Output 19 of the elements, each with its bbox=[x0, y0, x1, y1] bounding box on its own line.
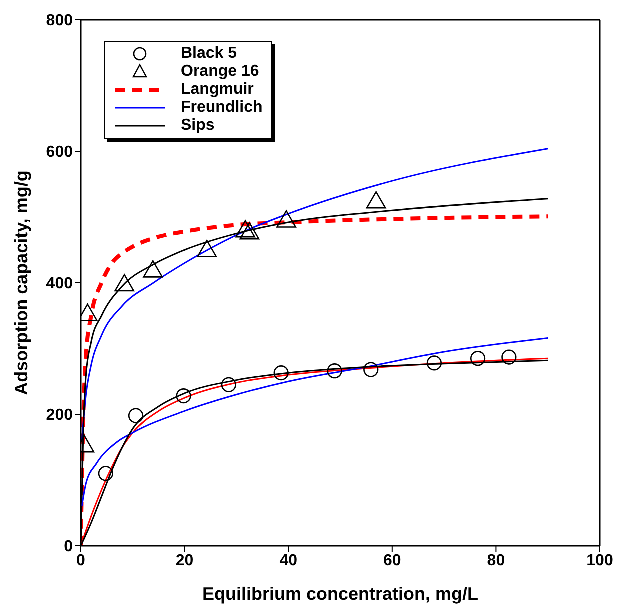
y-tick-label: 800 bbox=[46, 12, 74, 30]
legend-label: Langmuir bbox=[181, 81, 254, 99]
legend-label: Orange 16 bbox=[181, 63, 260, 81]
x-tick-label: 0 bbox=[76, 552, 86, 570]
y-axis-title: Adsorption capacity, mg/g bbox=[11, 170, 32, 396]
legend-label: Black 5 bbox=[181, 45, 238, 63]
x-tick-label: 80 bbox=[487, 552, 506, 570]
y-tick-label: 400 bbox=[46, 276, 74, 293]
y-tick-label: 0 bbox=[64, 538, 74, 556]
x-axis-title: Equilibrium concentration, mg/L bbox=[202, 584, 479, 604]
y-tick-label: 600 bbox=[46, 144, 74, 162]
line-series bbox=[81, 337, 549, 508]
legend-label: Sips bbox=[181, 117, 215, 135]
x-tick-label: 40 bbox=[280, 552, 298, 570]
legend-label: Freundlich bbox=[181, 99, 263, 117]
x-tick-label: 100 bbox=[586, 552, 614, 570]
y-tick-label: 200 bbox=[46, 407, 74, 424]
x-tick-label: 60 bbox=[384, 552, 402, 570]
x-tick-label: 20 bbox=[176, 552, 194, 570]
